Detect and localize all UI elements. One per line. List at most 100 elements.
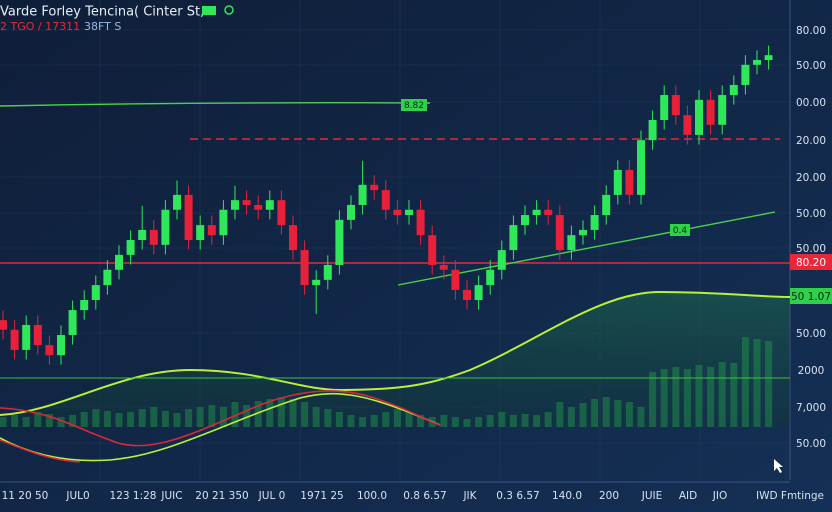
candle-body	[231, 200, 239, 210]
candle-body	[416, 209, 425, 236]
candle-body	[579, 229, 587, 236]
volume-bar	[556, 402, 564, 427]
candle-body	[741, 64, 750, 85]
candle-body	[358, 184, 367, 205]
candle-body	[544, 209, 553, 216]
candle-body	[219, 209, 228, 236]
line-tag	[670, 224, 690, 236]
y-tick-label: 50 1.07	[791, 291, 831, 303]
candle-body	[590, 215, 599, 230]
volume-bar	[498, 412, 506, 427]
candle-body	[312, 279, 321, 286]
volume-bar	[301, 402, 309, 427]
candle-body	[289, 225, 297, 251]
candle-body	[242, 200, 251, 205]
candle-body	[532, 209, 541, 216]
volume-bar	[591, 399, 599, 427]
line-tag-text: 8.82	[404, 101, 424, 111]
volume-bar	[509, 415, 517, 427]
volume-bar	[161, 411, 169, 427]
candle-body	[277, 200, 286, 226]
volume-bar	[34, 412, 42, 427]
volume-bar	[266, 399, 274, 427]
volume-bar	[405, 412, 413, 427]
subtitle: 2 TGO / 17311	[0, 20, 80, 33]
volume-bar	[765, 341, 773, 427]
candle-body	[57, 335, 65, 356]
y-tick-label: 00.00	[796, 97, 826, 109]
candle-body	[323, 264, 332, 280]
volume-bar	[103, 411, 111, 427]
candle-body	[648, 120, 657, 141]
candle-body	[184, 194, 193, 240]
x-tick-label: JIO	[712, 490, 727, 502]
candle-body	[602, 194, 611, 216]
line-tag-text: 0.4	[673, 226, 688, 236]
candle-body	[509, 225, 518, 251]
volume-bar	[138, 409, 146, 427]
candle-body	[138, 229, 147, 240]
x-tick-label: 11 20 50	[2, 490, 49, 502]
candle-body	[625, 169, 634, 195]
candle-body	[254, 204, 263, 210]
x-tick-label: 20 21 350	[195, 490, 248, 502]
volume-bar	[335, 412, 343, 427]
chart-title: Varde Forley Tencina( Cinter St,	[0, 5, 204, 20]
candle-body	[439, 264, 448, 270]
x-tick-label: JUIC	[160, 490, 182, 502]
volume-bar	[219, 407, 227, 427]
volume-bar	[440, 415, 448, 427]
volume-bar	[277, 397, 285, 427]
volume-bar	[544, 412, 552, 427]
volume-bar	[231, 402, 239, 427]
volume-bar	[69, 415, 77, 427]
candle-body	[613, 169, 622, 195]
volume-bar	[57, 417, 65, 427]
x-tick-label: JUL0	[65, 490, 89, 502]
volume-bar	[22, 417, 30, 427]
volume-bar	[254, 401, 262, 427]
x-tick-label: AID	[679, 490, 697, 502]
x-tick-label: 0.8 6.57	[403, 490, 446, 502]
volume-bar	[463, 419, 471, 427]
y-tick-label: 50.00	[796, 243, 826, 255]
oscillator	[0, 392, 441, 462]
x-tick-label: JIK	[462, 490, 477, 502]
subtitle: 38FT S	[84, 20, 121, 33]
candle-body	[161, 209, 170, 245]
candle-body	[91, 285, 100, 300]
candle-body	[729, 84, 738, 96]
y-tick-label: 2000	[798, 365, 825, 377]
volume-bar	[695, 365, 703, 427]
x-tick-label: JUL 0	[258, 490, 286, 502]
candle-body	[497, 250, 506, 270]
candle-body	[207, 225, 216, 236]
y-tick-label: 50.00	[796, 60, 826, 72]
volume-bar	[11, 415, 19, 427]
price-tag	[790, 288, 832, 304]
volume-bar	[382, 412, 390, 427]
volume-bar	[533, 415, 541, 427]
candle-body	[683, 115, 692, 135]
candle-body	[764, 55, 773, 60]
volume-bar	[718, 362, 726, 427]
volume-bar	[45, 414, 53, 427]
volume-bar	[475, 417, 483, 427]
volume-bar	[80, 412, 88, 427]
x-tick-label: 1971 25	[300, 490, 343, 502]
candle-body	[370, 184, 379, 191]
volume-bar	[324, 409, 332, 427]
volume-bar	[660, 369, 668, 427]
candle-body	[428, 235, 437, 265]
candle-body	[33, 324, 42, 346]
volume-bar	[730, 363, 738, 427]
candle-body	[474, 285, 483, 300]
candle-body	[173, 194, 181, 210]
volume-bar	[243, 405, 251, 427]
candle-body	[22, 324, 31, 350]
x-tick-label: 140.0	[552, 490, 582, 502]
volume-bar	[312, 407, 320, 427]
icon	[224, 5, 234, 15]
